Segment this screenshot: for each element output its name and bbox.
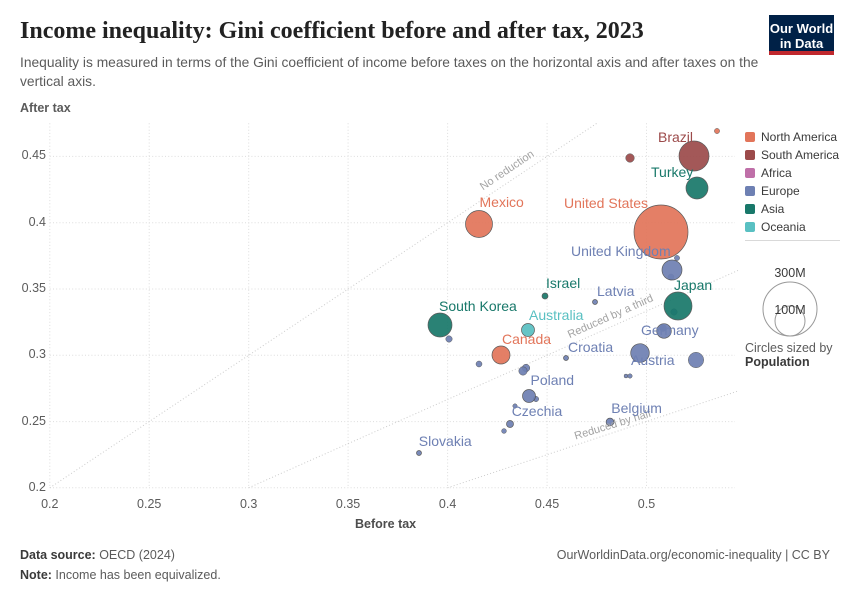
svg-text:300M: 300M	[774, 266, 805, 280]
svg-text:100M: 100M	[774, 303, 805, 317]
